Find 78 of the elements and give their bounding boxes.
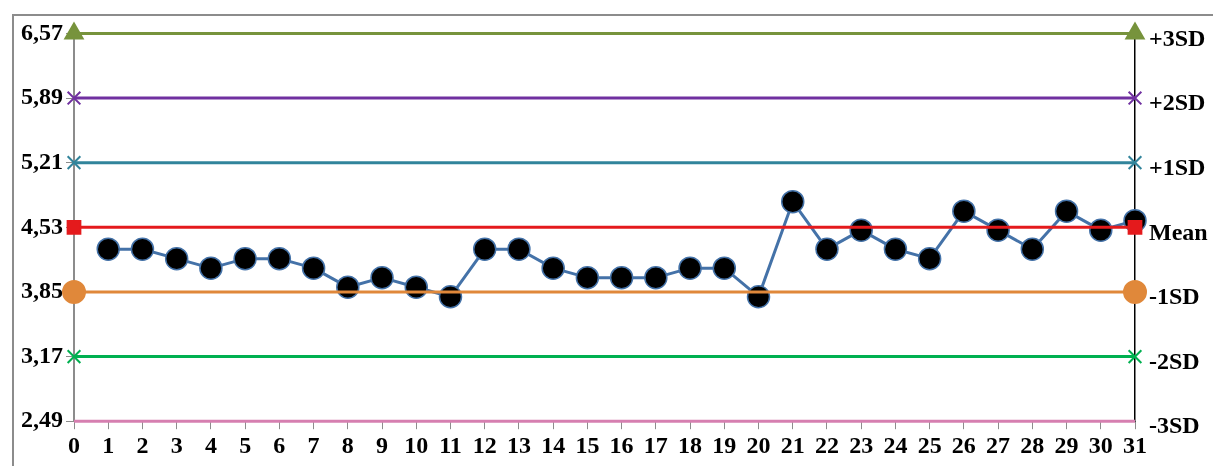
x-tick-label: 7 (307, 431, 320, 458)
point (370, 265, 394, 290)
x-tick-label: 12 (472, 431, 497, 458)
point (815, 237, 839, 261)
x-tick-label: 2 (136, 431, 149, 458)
series-label: Mean (1149, 218, 1208, 245)
x-tick-label: 13 (506, 431, 531, 458)
series-label: +2SD (1149, 89, 1206, 116)
series-label: +1SD (1149, 153, 1206, 180)
x-tick-label: 16 (609, 431, 634, 458)
x-tick-label: 23 (849, 431, 874, 458)
x-tick-label: 26 (951, 431, 976, 458)
series-label: +3SD (1149, 24, 1206, 51)
point (575, 265, 600, 290)
point (712, 256, 737, 280)
point (66, 155, 82, 171)
point (1127, 90, 1143, 106)
x-tick-label: 30 (1088, 431, 1113, 458)
y-tick-label: 5,89 (21, 83, 63, 110)
point (780, 189, 805, 214)
x-tick-label: 21 (780, 431, 805, 458)
x-tick-label: 24 (883, 431, 908, 458)
x-tick-label: 15 (575, 431, 600, 458)
x-tick-label: 27 (986, 431, 1011, 458)
x-tick-label: 31 (1123, 431, 1147, 458)
point (130, 237, 155, 261)
point (66, 219, 82, 235)
point (1020, 237, 1045, 261)
point (62, 279, 86, 304)
x-tick-label: 22 (814, 431, 839, 458)
point (199, 256, 223, 280)
x-tick-label: 9 (376, 431, 389, 458)
point (96, 237, 120, 261)
point (1054, 199, 1079, 223)
point (678, 256, 702, 280)
series-label: -2SD (1149, 347, 1200, 374)
point (267, 246, 292, 271)
point (507, 237, 531, 261)
x-tick-label: 14 (541, 431, 566, 458)
point (1127, 349, 1143, 364)
y-tick-label: 3,17 (21, 341, 63, 368)
y-tick-label: 5,21 (21, 147, 63, 174)
x-tick-label: 17 (643, 431, 668, 458)
x-tick-label: 0 (68, 431, 80, 458)
x-tick-label: 1 (102, 431, 115, 458)
point (472, 237, 497, 261)
x-tick-label: 10 (404, 431, 429, 458)
x-tick-label: 4 (204, 431, 217, 458)
y-tick-label: 4,53 (21, 212, 63, 239)
x-tick-label: 3 (170, 431, 183, 458)
x-tick-label: 28 (1020, 431, 1045, 458)
point (917, 246, 942, 271)
y-tick-label: 2,49 (21, 406, 63, 433)
point (952, 199, 976, 223)
x-tick-label: 18 (678, 431, 703, 458)
x-tick-label: 5 (239, 431, 252, 458)
x-tick-label: 8 (341, 431, 354, 458)
series-label: -1SD (1149, 283, 1200, 310)
y-tick-label: 3,85 (21, 277, 63, 304)
point (233, 246, 257, 271)
point (164, 246, 189, 271)
point (883, 237, 908, 261)
x-tick-label: 29 (1054, 431, 1079, 458)
x-tick-label: 6 (273, 431, 286, 458)
y-tick-label: 6,57 (21, 18, 63, 45)
point (66, 349, 82, 364)
point (301, 256, 326, 280)
point (541, 256, 565, 280)
point (1123, 279, 1147, 304)
x-tick-label: 20 (746, 431, 771, 458)
point (644, 265, 668, 290)
point (1127, 155, 1143, 171)
point (66, 90, 82, 106)
x-tick-label: 11 (439, 431, 462, 458)
x-tick-label: 19 (712, 431, 737, 458)
series-label: -3SD (1149, 412, 1200, 439)
point (609, 265, 634, 290)
x-tick-label: 25 (917, 431, 942, 458)
